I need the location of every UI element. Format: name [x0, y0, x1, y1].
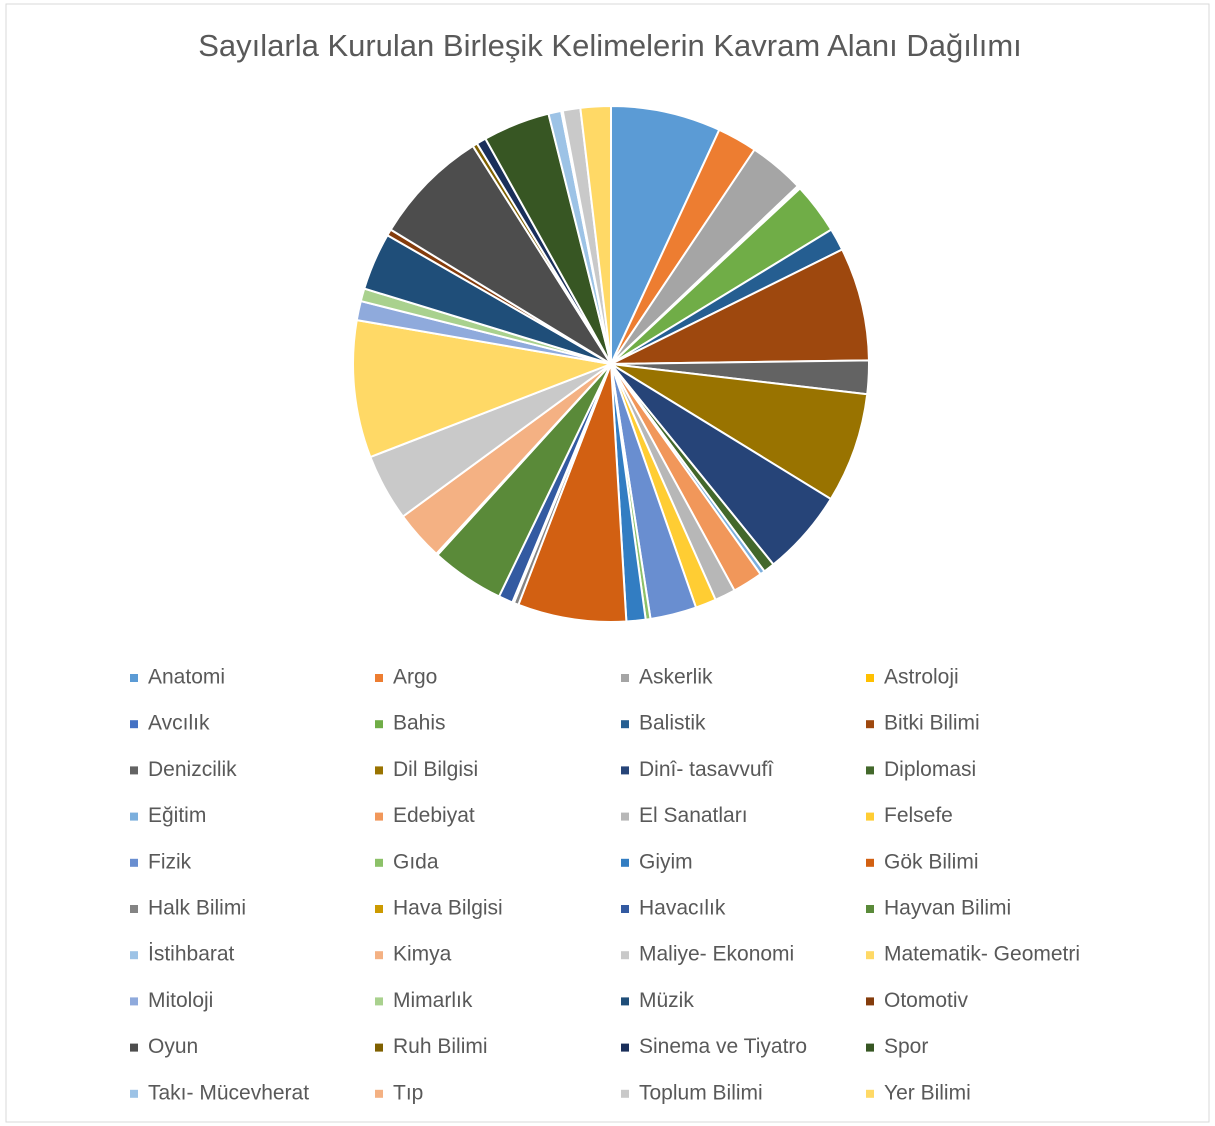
legend-swatch [621, 674, 629, 682]
legend-label: Fizik [148, 850, 192, 873]
legend-swatch [375, 812, 383, 821]
legend-swatch [866, 674, 874, 682]
legend-swatch [130, 858, 138, 867]
legend-swatch [866, 1089, 874, 1098]
legend-label: Havacılık [639, 897, 726, 920]
legend-label: Bahis [393, 712, 446, 735]
legend-label: İstihbarat [148, 943, 235, 966]
legend-label: Avcılık [148, 712, 210, 735]
pie-slice [352, 318, 615, 459]
legend-label: Balistik [639, 712, 706, 735]
legend-swatch [621, 720, 629, 729]
legend-swatch [375, 858, 383, 867]
legend-swatch [866, 766, 874, 775]
legend-label: Diplomasi [884, 758, 976, 781]
legend-label: El Sanatları [639, 804, 748, 827]
legend-swatch [375, 1089, 383, 1098]
legend-swatch [375, 674, 383, 682]
legend-swatch [621, 951, 629, 960]
legend-swatch [866, 858, 874, 867]
legend-swatch [621, 1043, 629, 1052]
legend-swatch [375, 720, 383, 729]
legend-label: Eğitim [148, 804, 206, 827]
legend-label: Argo [393, 666, 437, 689]
legend-label: Oyun [148, 1035, 198, 1058]
legend-swatch [866, 720, 874, 729]
legend-label: Yer Bilimi [884, 1081, 971, 1104]
legend-label: Otomotiv [884, 989, 969, 1012]
legend-label: Maliye- Ekonomi [639, 943, 794, 966]
legend-label: Felsefe [884, 804, 953, 827]
legend-label: Hava Bilgisi [393, 897, 503, 920]
legend-swatch [375, 997, 383, 1006]
pie-slice [610, 363, 869, 501]
legend-swatch [130, 1043, 138, 1052]
legend-label: Gök Bilimi [884, 850, 979, 873]
legend-swatch [130, 1089, 138, 1098]
legend-swatch [375, 1043, 383, 1052]
legend-swatch [621, 858, 629, 867]
legend-label: Takı- Mücevherat [148, 1081, 309, 1104]
legend-label: Hayvan Bilimi [884, 897, 1011, 920]
legend-label: Spor [884, 1035, 928, 1058]
legend-label: Sinema ve Tiyatro [639, 1035, 807, 1058]
legend-label: Matematik- Geometri [884, 943, 1080, 966]
legend-label: Giyim [639, 850, 693, 873]
legend-label: Tıp [393, 1081, 423, 1104]
legend-swatch [130, 951, 138, 960]
legend-label: Mimarlık [393, 989, 473, 1012]
legend-swatch [375, 905, 383, 913]
legend-label: Toplum Bilimi [639, 1081, 763, 1104]
legend-label: Astroloji [884, 666, 959, 689]
legend-label: Bitki Bilimi [884, 712, 980, 735]
legend-label: Ruh Bilimi [393, 1035, 488, 1058]
legend-label: Mitoloji [148, 989, 213, 1012]
legend-label: Müzik [639, 989, 694, 1012]
legend-swatch [621, 812, 629, 821]
legend-swatch [130, 674, 138, 682]
pie-slice [610, 104, 721, 365]
legend-swatch [130, 997, 138, 1006]
legend-swatch [130, 766, 138, 775]
legend-label: Dinî- tasavvufî [639, 758, 774, 781]
legend-label: Askerlik [639, 666, 713, 689]
legend-swatch [375, 951, 383, 960]
pie-slice [610, 248, 870, 365]
legend-label: Kimya [393, 943, 452, 966]
legend-swatch [130, 905, 138, 913]
legend-swatch [621, 997, 629, 1006]
legend-swatch [621, 1089, 629, 1098]
chart-title: Sayılarla Kurulan Birleşik Kelimelerin K… [198, 28, 1022, 63]
legend-swatch [866, 997, 874, 1006]
legend-label: Denizcilik [148, 758, 237, 781]
legend-swatch [866, 812, 874, 821]
legend-label: Anatomi [148, 666, 225, 689]
legend-label: Edebiyat [393, 804, 475, 827]
legend-swatch [866, 1043, 874, 1052]
legend-label: Gıda [393, 850, 439, 873]
legend-swatch [621, 766, 629, 775]
pie-slice [517, 363, 628, 623]
legend-label: Dil Bilgisi [393, 758, 478, 781]
legend-swatch [130, 812, 138, 821]
legend-swatch [866, 951, 874, 960]
pie-slice [579, 104, 612, 365]
legend-swatch [375, 766, 383, 775]
pie-slice [389, 144, 612, 365]
legend-swatch [866, 905, 874, 913]
legend-label: Halk Bilimi [148, 897, 246, 920]
legend-swatch [621, 905, 629, 913]
legend-swatch [130, 720, 138, 729]
